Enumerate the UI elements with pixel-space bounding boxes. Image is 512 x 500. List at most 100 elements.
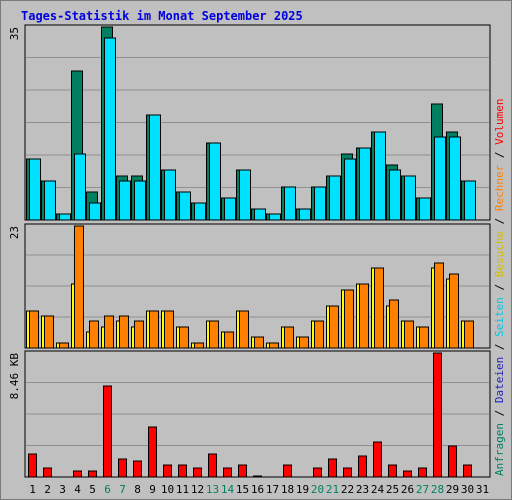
bar-volumen-day-20 — [313, 467, 322, 478]
bar-volumen-day-5 — [88, 470, 97, 478]
bar-volumen-day-21 — [328, 458, 337, 478]
bar-rechner-day-27 — [419, 326, 429, 349]
bar-seiten-day-19 — [299, 208, 311, 221]
bar-seiten-day-30 — [464, 180, 476, 221]
bar-seiten-day-4 — [74, 153, 86, 221]
bar-seiten-day-9 — [149, 114, 161, 221]
bar-rechner-day-17 — [269, 342, 279, 349]
x-tick-label-3: 3 — [59, 483, 66, 496]
legend-item-4: Seiten — [493, 297, 506, 343]
bar-rechner-day-14 — [224, 331, 234, 349]
x-tick-label-26: 26 — [401, 483, 414, 496]
bar-rechner-day-15 — [239, 310, 249, 349]
bar-volumen-day-6 — [103, 385, 112, 478]
x-tick-label-27: 27 — [416, 483, 429, 496]
bar-rechner-day-24 — [374, 267, 384, 349]
bar-rechner-day-11 — [179, 326, 189, 349]
bar-volumen-day-9 — [148, 426, 157, 478]
bar-seiten-day-27 — [419, 197, 431, 221]
bar-seiten-day-16 — [254, 208, 266, 221]
x-tick-label-18: 18 — [281, 483, 294, 496]
x-tick-label-11: 11 — [176, 483, 189, 496]
bar-rechner-day-21 — [329, 305, 339, 349]
bar-seiten-day-2 — [44, 180, 56, 221]
x-tick-label-6: 6 — [104, 483, 111, 496]
x-tick-label-19: 19 — [296, 483, 309, 496]
bar-seiten-day-21 — [329, 175, 341, 221]
bar-seiten-day-20 — [314, 186, 326, 221]
x-tick-label-13: 13 — [206, 483, 219, 496]
bar-volumen-day-11 — [178, 464, 187, 478]
x-tick-label-1: 1 — [29, 483, 36, 496]
legend-item-5: / — [493, 284, 506, 297]
bar-volumen-day-2 — [43, 467, 52, 478]
bar-rechner-day-18 — [284, 326, 294, 349]
legend-item-9: / — [493, 151, 506, 164]
bar-seiten-day-22 — [344, 158, 356, 221]
bar-volumen-day-1 — [28, 453, 37, 478]
y-tick-top-bottom: 8.46 KB — [8, 353, 21, 400]
bar-volumen-day-16 — [253, 475, 262, 478]
x-tick-label-14: 14 — [221, 483, 235, 496]
bar-seiten-day-3 — [59, 213, 71, 221]
bar-rechner-day-28 — [434, 262, 444, 349]
x-tick-label-4: 4 — [74, 483, 81, 496]
bar-rechner-day-1 — [29, 310, 39, 349]
bar-seiten-day-28 — [434, 136, 446, 221]
x-tick-label-17: 17 — [266, 483, 279, 496]
bar-rechner-day-5 — [89, 320, 99, 349]
x-tick-label-20: 20 — [311, 483, 324, 496]
x-tick-label-5: 5 — [89, 483, 96, 496]
bar-seiten-day-10 — [164, 169, 176, 221]
x-tick-label-30: 30 — [461, 483, 474, 496]
x-tick-label-7: 7 — [119, 483, 126, 496]
bar-seiten-day-15 — [239, 169, 251, 221]
bar-volumen-day-18 — [283, 464, 292, 478]
bar-volumen-day-15 — [238, 464, 247, 478]
x-tick-label-24: 24 — [371, 483, 385, 496]
bar-seiten-day-7 — [119, 180, 131, 221]
bar-volumen-day-12 — [193, 467, 202, 478]
x-tick-label-25: 25 — [386, 483, 399, 496]
legend-item-8: Rechner — [493, 164, 506, 217]
bar-seiten-day-5 — [89, 202, 101, 221]
bar-seiten-day-1 — [29, 158, 41, 221]
bar-rechner-day-20 — [314, 320, 324, 349]
bar-rechner-day-3 — [59, 342, 69, 349]
bar-volumen-day-14 — [223, 467, 232, 478]
bar-rechner-day-29 — [449, 273, 459, 349]
bar-seiten-day-29 — [449, 136, 461, 221]
x-tick-label-12: 12 — [191, 483, 204, 496]
x-tick-label-23: 23 — [356, 483, 369, 496]
bar-volumen-day-8 — [133, 460, 142, 478]
x-tick-label-22: 22 — [341, 483, 354, 496]
bar-volumen-day-30 — [463, 464, 472, 478]
bar-rechner-day-6 — [104, 315, 114, 349]
bar-seiten-day-24 — [374, 131, 386, 221]
bar-rechner-day-25 — [389, 299, 399, 349]
bar-seiten-day-17 — [269, 213, 281, 221]
bar-volumen-day-27 — [418, 467, 427, 478]
legend-item-6: Besuche — [493, 231, 506, 284]
bar-rechner-day-23 — [359, 283, 369, 349]
legend-item-1: / — [493, 410, 506, 423]
bar-seiten-day-26 — [404, 175, 416, 221]
legend-item-2: Dateien — [493, 357, 506, 410]
bar-seiten-day-18 — [284, 186, 296, 221]
bar-seiten-day-23 — [359, 147, 371, 221]
bar-rechner-day-19 — [299, 336, 309, 349]
bar-rechner-day-8 — [134, 320, 144, 349]
legend-item-3: / — [493, 344, 506, 357]
bar-volumen-day-23 — [358, 455, 367, 478]
bar-volumen-day-24 — [373, 441, 382, 478]
legend-item-10: Volumen — [493, 98, 506, 151]
legend-item-7: / — [493, 218, 506, 231]
bar-rechner-day-16 — [254, 336, 264, 349]
x-tick-label-2: 2 — [44, 483, 51, 496]
x-tick-label-31: 31 — [476, 483, 489, 496]
bar-volumen-day-25 — [388, 464, 397, 478]
y-tick-top-middle: 23 — [8, 226, 21, 239]
bar-rechner-day-2 — [44, 315, 54, 349]
bar-seiten-day-13 — [209, 142, 221, 221]
